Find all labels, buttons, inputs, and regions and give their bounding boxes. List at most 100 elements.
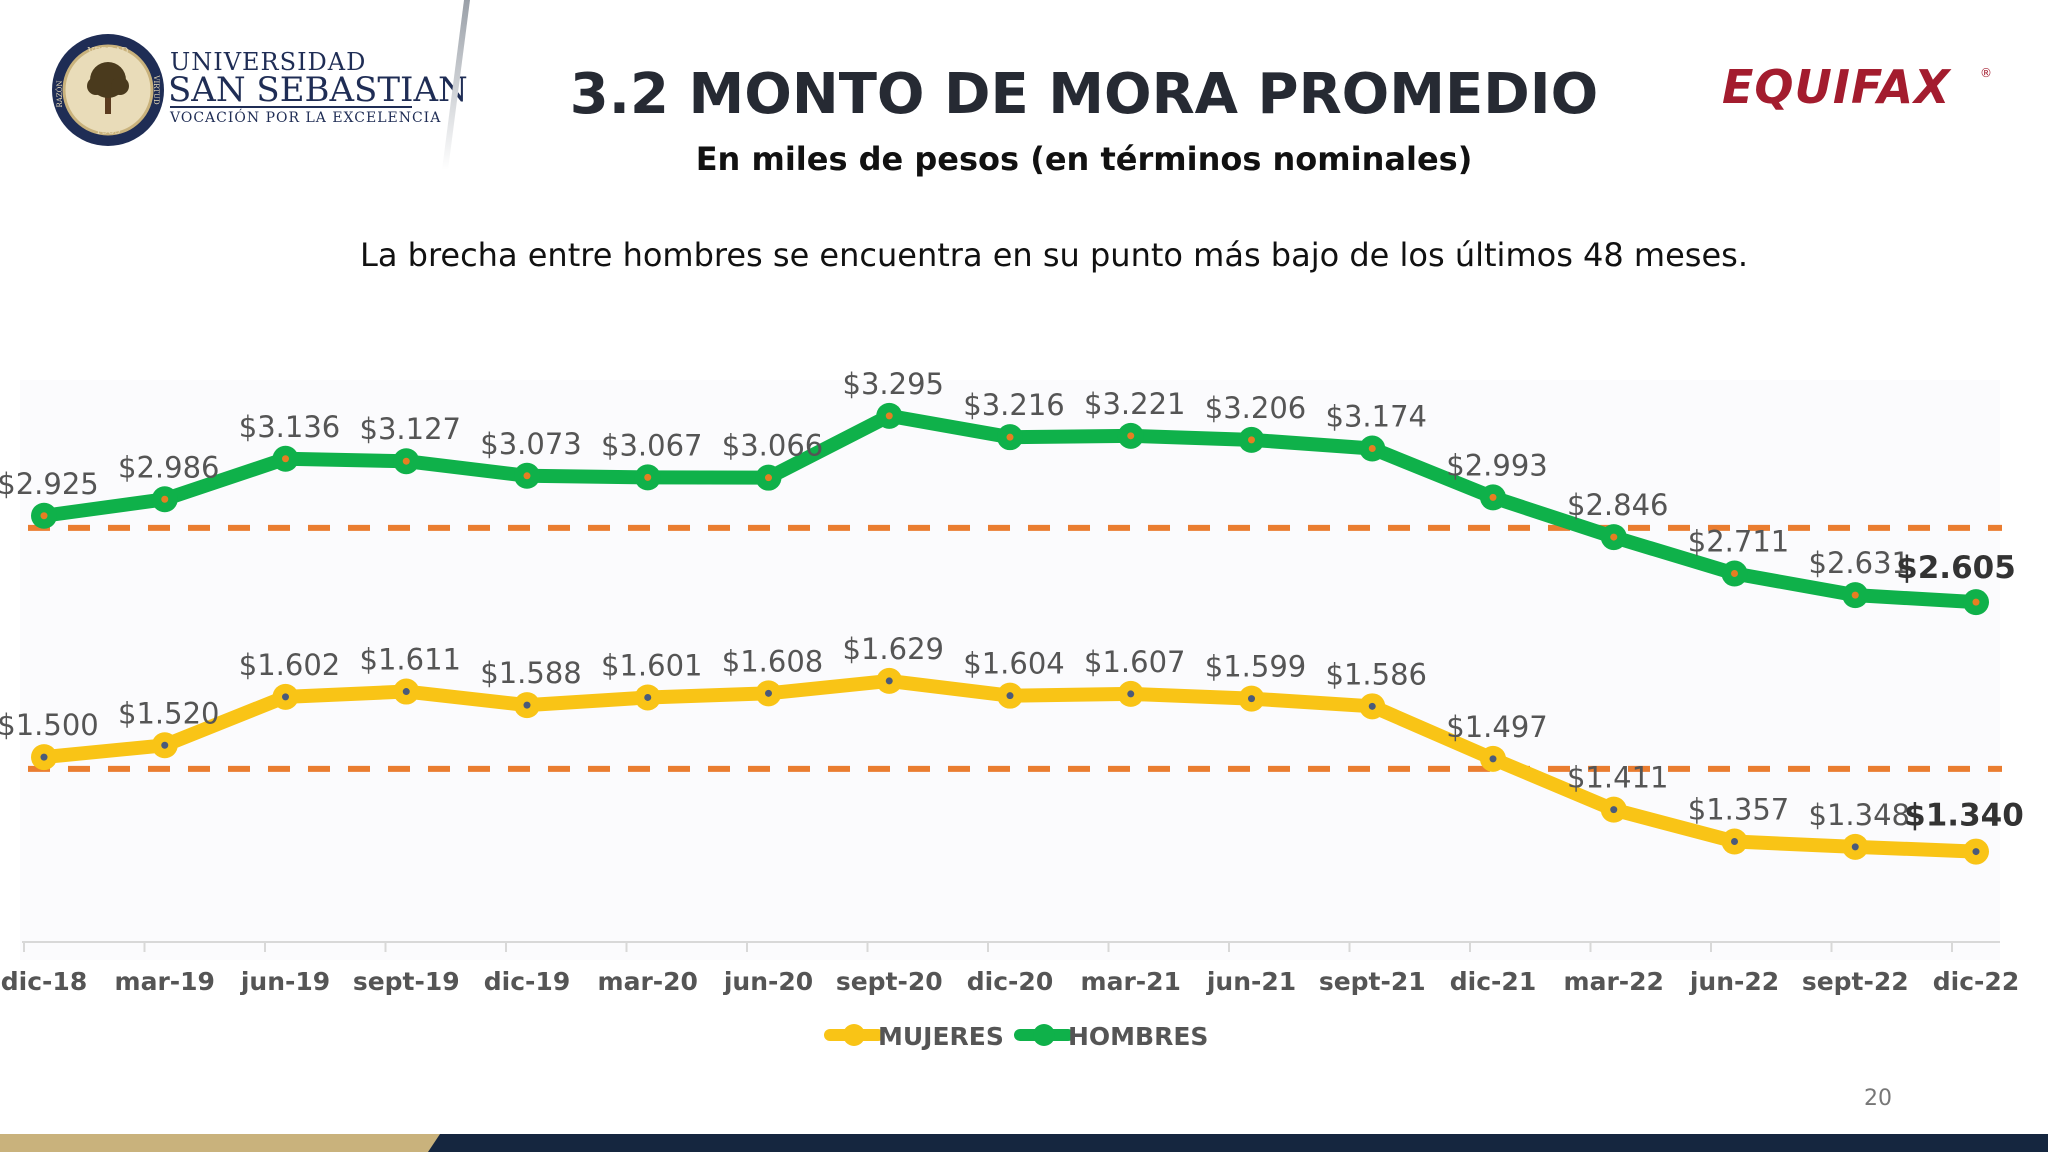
hombres-data-label: $3.136	[239, 410, 340, 444]
hombres-data-label: $2.631	[1809, 546, 1910, 580]
x-tick-label: jun-21	[1206, 967, 1296, 996]
hombres-data-label: $3.216	[963, 388, 1064, 422]
hombres-point-center	[1731, 570, 1738, 578]
mujeres-point-center	[765, 689, 772, 697]
mujeres-data-label: $1.601	[601, 648, 702, 682]
x-tick-label: dic-22	[1933, 967, 2019, 996]
hombres-data-label: $3.066	[722, 429, 823, 463]
hombres-point-center	[523, 472, 531, 480]
hombres-data-label: $2.986	[118, 450, 219, 484]
seal-year: 1989	[95, 126, 120, 137]
header-slash-divider	[442, 0, 470, 170]
x-tick-label: dic-20	[967, 967, 1053, 996]
mujeres-point-center	[40, 753, 48, 761]
x-tick-label: dic-19	[484, 967, 570, 996]
mujeres-point-center	[644, 693, 652, 701]
tree-icon	[87, 62, 129, 114]
legend-mujeres-marker	[843, 1024, 865, 1046]
mujeres-point-center	[1368, 702, 1376, 710]
footer-diagonal	[428, 1134, 440, 1152]
hombres-point-center	[282, 455, 289, 463]
page-title: 3.2 MONTO DE MORA PROMEDIO	[569, 62, 1599, 127]
mujeres-data-label: $1.340	[1904, 798, 2024, 834]
x-tick-label: mar-21	[1081, 967, 1181, 996]
hombres-point-center	[1368, 445, 1376, 453]
plot-area	[20, 380, 2000, 960]
mujeres-data-label: $1.588	[480, 656, 581, 690]
equifax-logo: EQUIFAX	[1722, 60, 1951, 114]
hombres-point-center	[402, 457, 410, 465]
mujeres-data-label: $1.497	[1446, 710, 1547, 744]
x-tick-label: mar-20	[598, 967, 698, 996]
logo-divider	[170, 106, 412, 108]
hombres-data-label: $3.221	[1084, 387, 1185, 421]
hombres-point-center	[644, 473, 652, 481]
mujeres-data-label: $1.602	[239, 648, 340, 682]
hombres-data-label: $2.925	[0, 467, 99, 501]
hombres-data-label: $2.846	[1567, 488, 1668, 522]
hombres-data-label: $3.067	[601, 428, 702, 462]
mujeres-point-center	[282, 693, 289, 701]
footer-bar-gold	[0, 1134, 440, 1152]
hombres-point-center	[1489, 493, 1497, 501]
mujeres-data-label: $1.604	[963, 647, 1064, 681]
hombres-point-center	[885, 412, 893, 420]
mujeres-data-label: $1.357	[1688, 793, 1789, 827]
hombres-point-center	[40, 512, 48, 520]
university-tagline: VOCACIÓN POR LA EXCELENCIA	[170, 110, 442, 126]
page-number: 20	[1864, 1086, 1892, 1111]
mujeres-point-center	[402, 688, 410, 696]
university-logo: VERDAD 1989 RAZÓN VIRTUD	[52, 34, 164, 146]
x-tick-label: jun-19	[240, 967, 330, 996]
mujeres-point-center	[885, 677, 893, 685]
mujeres-point-center	[1972, 848, 1980, 856]
footer-bar-navy	[440, 1134, 2048, 1152]
registered-mark-icon: ®	[1980, 66, 1992, 80]
legend-hombres-label: HOMBRES	[1068, 1022, 1208, 1051]
seal-word-right: VIRTUD	[152, 74, 160, 105]
mujeres-data-label: $1.607	[1084, 645, 1185, 679]
mujeres-data-label: $1.411	[1567, 761, 1668, 795]
mujeres-data-label: $1.520	[118, 696, 219, 730]
mujeres-point-center	[1731, 838, 1738, 846]
seal-word-top: VERDAD	[87, 47, 129, 57]
x-tick-label: dic-21	[1450, 967, 1536, 996]
mujeres-point-center	[1248, 695, 1255, 703]
x-tick-label: mar-22	[1564, 967, 1664, 996]
hombres-data-label: $3.127	[360, 412, 461, 446]
page-subtitle: En miles de pesos (en términos nominales…	[695, 140, 1473, 178]
hombres-point-center	[1006, 433, 1014, 441]
mujeres-point-center	[1127, 690, 1135, 698]
university-name-line1: UNIVERSIDAD	[170, 48, 367, 76]
legend-mujeres-label: MUJERES	[878, 1022, 1004, 1051]
x-tick-label: dic-18	[1, 967, 87, 996]
mujeres-data-label: $1.629	[843, 632, 944, 666]
hombres-data-label: $3.295	[843, 367, 944, 401]
university-name-line2: SAN SEBASTIAN	[168, 70, 468, 110]
hombres-data-label: $2.605	[1896, 550, 2016, 586]
hombres-point-center	[765, 474, 772, 482]
line-chart: dic-18 mar-19 jun-19 sept-19 dic-19 mar-20 jun…	[0, 367, 2024, 1051]
hombres-data-label: $3.206	[1205, 391, 1306, 425]
hombres-data-label: $2.711	[1688, 525, 1789, 559]
x-tick-label: sept-21	[1319, 967, 1426, 996]
x-tick-label: sept-19	[353, 967, 460, 996]
mujeres-point-center	[1851, 843, 1859, 851]
hombres-point-center	[161, 495, 169, 503]
x-tick-label: sept-20	[836, 967, 943, 996]
hombres-point-center	[1851, 591, 1859, 599]
hombres-data-label: $3.073	[480, 427, 581, 461]
chart-annotation: La brecha entre hombres se encuentra en …	[360, 236, 1748, 274]
hombres-point-center	[1972, 598, 1980, 606]
hombres-data-label: $2.993	[1446, 448, 1547, 482]
x-tick-label: mar-19	[115, 967, 215, 996]
mujeres-point-center	[1006, 692, 1014, 700]
mujeres-data-label: $1.500	[0, 708, 99, 742]
x-tick-label: jun-20	[723, 967, 813, 996]
legend-hombres-marker	[1033, 1024, 1055, 1046]
mujeres-point-center	[1610, 806, 1618, 814]
mujeres-data-label: $1.599	[1205, 650, 1306, 684]
hombres-point-center	[1127, 432, 1135, 440]
mujeres-data-label: $1.348	[1809, 798, 1910, 832]
mujeres-data-label: $1.608	[722, 644, 823, 678]
